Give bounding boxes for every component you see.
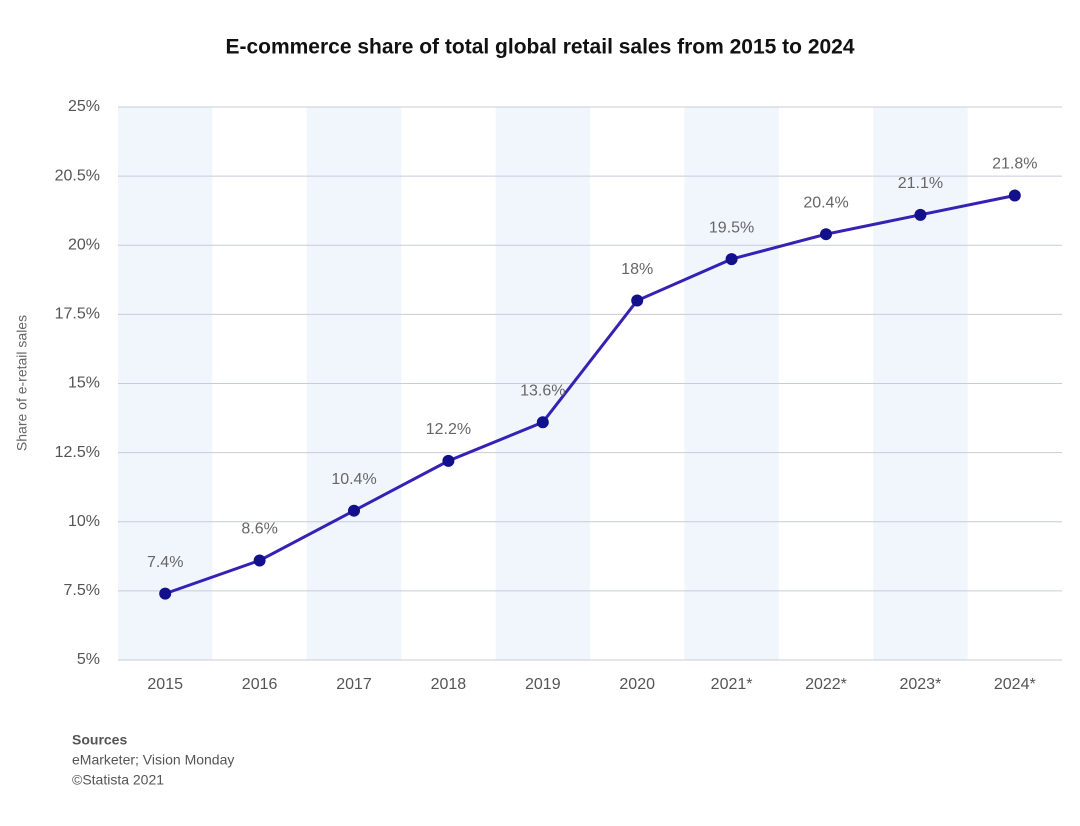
sources-line: ©Statista 2021 bbox=[72, 772, 164, 788]
marker bbox=[1008, 189, 1021, 202]
data-label: 20.4% bbox=[803, 194, 848, 211]
marker bbox=[820, 228, 832, 241]
x-tick-label: 2015 bbox=[147, 676, 183, 693]
x-tick-label: 2024* bbox=[994, 676, 1036, 693]
marker bbox=[725, 253, 738, 266]
x-tick-label: 2023* bbox=[899, 676, 941, 693]
y-tick-label: 10% bbox=[68, 513, 100, 530]
y-tick-label: 17.5% bbox=[55, 306, 100, 323]
x-tick-label: 2019 bbox=[525, 676, 561, 693]
data-label: 21.1% bbox=[898, 175, 943, 192]
data-label: 7.4% bbox=[147, 554, 183, 571]
marker bbox=[631, 294, 644, 307]
marker bbox=[253, 554, 266, 567]
marker bbox=[348, 504, 360, 517]
marker bbox=[442, 454, 455, 467]
data-label: 13.6% bbox=[520, 382, 565, 399]
data-label: 21.8% bbox=[992, 156, 1037, 173]
x-tick-label: 2020 bbox=[619, 676, 655, 693]
data-label: 10.4% bbox=[331, 471, 376, 488]
y-tick-label: 5% bbox=[77, 651, 100, 668]
y-tick-label: 15% bbox=[68, 375, 100, 392]
y-tick-label: 7.5% bbox=[64, 582, 100, 599]
y-tick-label: 20% bbox=[68, 236, 100, 253]
marker bbox=[159, 587, 172, 600]
data-label: 12.2% bbox=[426, 421, 471, 438]
sources-line: eMarketer; Vision Monday bbox=[72, 752, 234, 768]
x-tick-label: 2018 bbox=[431, 676, 467, 693]
x-tick-label: 2021* bbox=[711, 676, 753, 693]
data-label: 8.6% bbox=[241, 521, 277, 538]
x-tick-label: 2016 bbox=[242, 676, 278, 693]
y-tick-label: 25% bbox=[68, 98, 100, 115]
y-tick-label: 20.5% bbox=[55, 167, 100, 184]
marker bbox=[914, 208, 927, 221]
x-tick-label: 2022* bbox=[805, 676, 847, 693]
marker bbox=[536, 416, 549, 429]
data-label: 19.5% bbox=[709, 219, 754, 236]
chart-title: E-commerce share of total global retail … bbox=[225, 36, 854, 59]
x-tick-label: 2017 bbox=[336, 676, 372, 693]
data-label: 18% bbox=[621, 261, 653, 278]
y-axis-label: Share of e-retail sales bbox=[14, 315, 30, 451]
y-tick-label: 12.5% bbox=[55, 444, 100, 461]
sources-heading: Sources bbox=[72, 732, 127, 748]
line bbox=[164, 194, 1016, 596]
